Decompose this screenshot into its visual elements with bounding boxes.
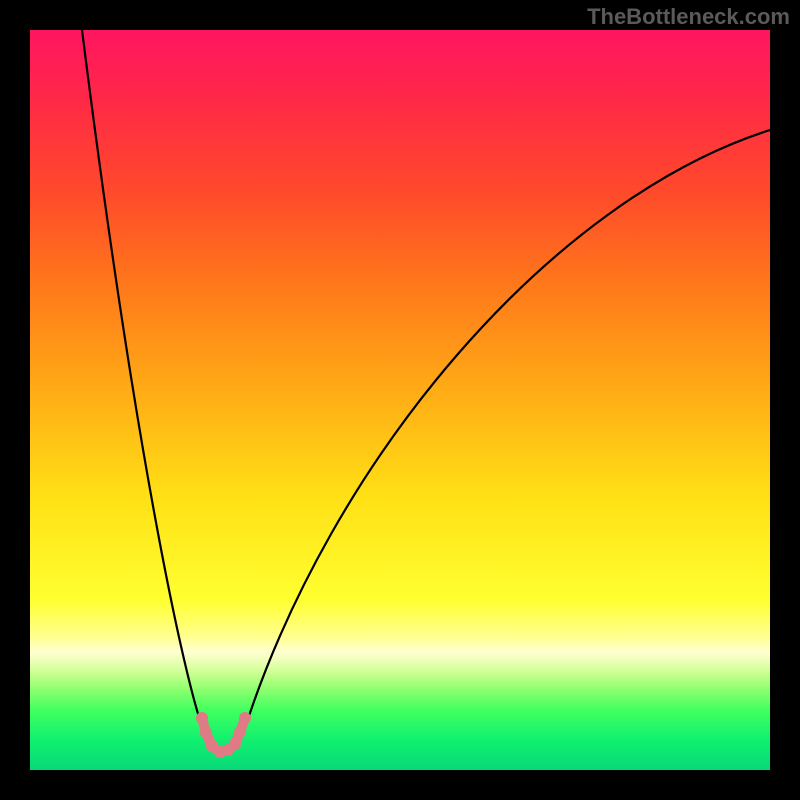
marker-point bbox=[196, 712, 208, 724]
watermark-text: TheBottleneck.com bbox=[587, 4, 790, 30]
marker-point bbox=[239, 712, 251, 724]
marker-point bbox=[234, 726, 246, 738]
marker-point bbox=[229, 738, 241, 750]
chart-plot-area bbox=[30, 30, 770, 770]
marker-point bbox=[200, 727, 212, 739]
chart-background bbox=[30, 30, 770, 770]
chart-svg bbox=[30, 30, 770, 770]
